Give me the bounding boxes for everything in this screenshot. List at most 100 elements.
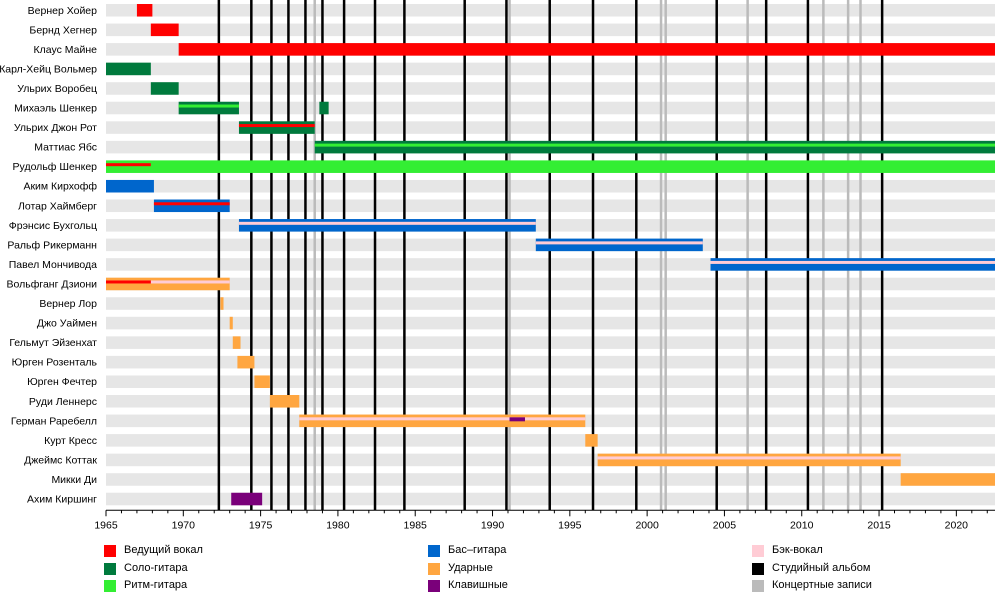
member-name: Руди Леннерс xyxy=(29,396,97,408)
secondary-role-stripe xyxy=(178,104,239,108)
legend-swatch xyxy=(752,580,764,592)
role-bar xyxy=(319,101,329,115)
role-bar xyxy=(509,417,525,422)
role-bar xyxy=(237,355,255,369)
x-tick-label: 2020 xyxy=(945,519,969,531)
member-name: Ульрих Джон Рот xyxy=(14,122,97,134)
member-name: Вернер Лор xyxy=(39,298,97,310)
album-lines xyxy=(217,0,884,511)
member-name: Курт Кресс xyxy=(44,435,97,447)
secondary-role-stripe xyxy=(238,221,536,225)
x-tick-label: 1970 xyxy=(172,519,196,531)
role-bar xyxy=(535,238,703,252)
legend-swatch xyxy=(104,563,116,575)
member-name: Ульрих Воробец xyxy=(17,83,97,95)
member-name: Фрэнсис Бухгольц xyxy=(9,220,97,232)
secondary-role-stripe xyxy=(153,202,230,206)
role-bar xyxy=(136,4,153,17)
role-bar xyxy=(178,43,996,56)
x-tick-label: 2000 xyxy=(635,519,659,531)
legend-swatch xyxy=(428,580,440,592)
secondary-role-stripe xyxy=(314,143,995,147)
legend-label: Клавишные xyxy=(448,579,508,591)
member-name: Вернер Хойер xyxy=(28,5,98,17)
role-bar xyxy=(710,258,995,271)
role-bar xyxy=(106,62,151,76)
legend-label: Бэк-вокал xyxy=(772,544,823,556)
legend-label: Концертные записи xyxy=(772,579,872,591)
secondary-role-stripe xyxy=(238,124,315,128)
member-name: Джеймс Коттак xyxy=(24,454,97,466)
member-name: Микки Ди xyxy=(51,474,97,486)
role-bar xyxy=(178,101,239,115)
role-bar xyxy=(238,219,536,232)
role-bar xyxy=(900,473,995,486)
member-names: Вернер Хойер Бернд Хегнер Клаус Майне Карл-… xyxy=(0,5,98,506)
role-bar xyxy=(585,434,598,447)
member-name: Клаус Майне xyxy=(34,44,98,56)
role-bar xyxy=(150,82,179,95)
member-name: Лотар Хаймберг xyxy=(18,200,97,212)
legend-swatch xyxy=(104,580,116,592)
member-name: Карл-Хейц Вольмер xyxy=(0,63,97,75)
member-name: Герман Раребелл xyxy=(11,415,97,427)
secondary-role-stripe xyxy=(597,456,901,460)
x-axis: 1965 1970 1975 1980 1985 1990 1995 2000 2005 2010… xyxy=(94,509,995,531)
member-name: Ральф Рикерманн xyxy=(7,239,97,251)
member-name: Вольфганг Дзиони xyxy=(7,278,98,290)
role-bar xyxy=(314,140,995,154)
secondary-role-stripe xyxy=(106,163,151,167)
role-bar xyxy=(153,199,230,213)
member-name: Гельмут Эйзенхат xyxy=(9,337,97,349)
overlay-role-stripe xyxy=(106,280,151,284)
x-tick-label: 2010 xyxy=(790,519,814,531)
secondary-role-stripe xyxy=(710,260,995,264)
role-bar xyxy=(299,414,586,428)
role-bar xyxy=(269,395,300,408)
member-name: Юрген Розенталь xyxy=(12,357,98,369)
role-bar xyxy=(254,375,270,388)
x-tick-label: 1965 xyxy=(94,519,118,531)
role-bar xyxy=(597,453,901,467)
role-bar xyxy=(106,179,154,193)
legend-swatch xyxy=(428,545,440,557)
secondary-role-stripe xyxy=(106,280,230,284)
x-tick-label: 2015 xyxy=(867,519,891,531)
legend-swatch xyxy=(428,563,440,575)
secondary-role-stripe xyxy=(535,241,703,245)
role-bar xyxy=(231,492,263,506)
role-bar xyxy=(106,277,230,291)
x-tick-label: 2005 xyxy=(713,519,737,531)
role-bar xyxy=(106,160,995,173)
member-name: Юрген Фечтер xyxy=(27,376,97,388)
role-bar xyxy=(232,336,241,349)
x-tick-label: 1990 xyxy=(481,519,505,531)
role-bar xyxy=(150,23,179,37)
x-tick-label: 1995 xyxy=(558,519,582,531)
member-name: Павел Мончивода xyxy=(9,259,97,271)
member-name: Аким Кирхофф xyxy=(23,181,97,193)
member-name: Рудольф Шенкер xyxy=(13,161,98,173)
legend-swatch xyxy=(752,563,764,575)
member-name: Джо Уаймен xyxy=(37,318,97,330)
legend-swatch xyxy=(104,545,116,557)
role-bar xyxy=(238,121,315,134)
member-bars xyxy=(106,4,996,506)
member-name: Ахим Киршинг xyxy=(27,494,97,506)
legend-label: Студийный альбом xyxy=(772,562,871,574)
member-name: Бернд Хегнер xyxy=(29,24,97,36)
role-bar xyxy=(229,316,233,330)
member-name: Михаэль Шенкер xyxy=(14,103,97,115)
legend-swatch xyxy=(752,545,764,557)
legend-label: Ударные xyxy=(448,562,493,574)
x-tick-label: 1985 xyxy=(404,519,428,531)
legend-label: Соло-гитара xyxy=(124,562,188,574)
legend-label: Бас–гитара xyxy=(448,544,507,556)
secondary-role-stripe xyxy=(299,417,586,421)
x-tick-label: 1975 xyxy=(249,519,273,531)
x-tick-label: 1980 xyxy=(326,519,350,531)
role-bar xyxy=(220,297,224,310)
legend-label: Ведущий вокал xyxy=(124,544,203,556)
legend-label: Ритм-гитара xyxy=(124,579,188,591)
